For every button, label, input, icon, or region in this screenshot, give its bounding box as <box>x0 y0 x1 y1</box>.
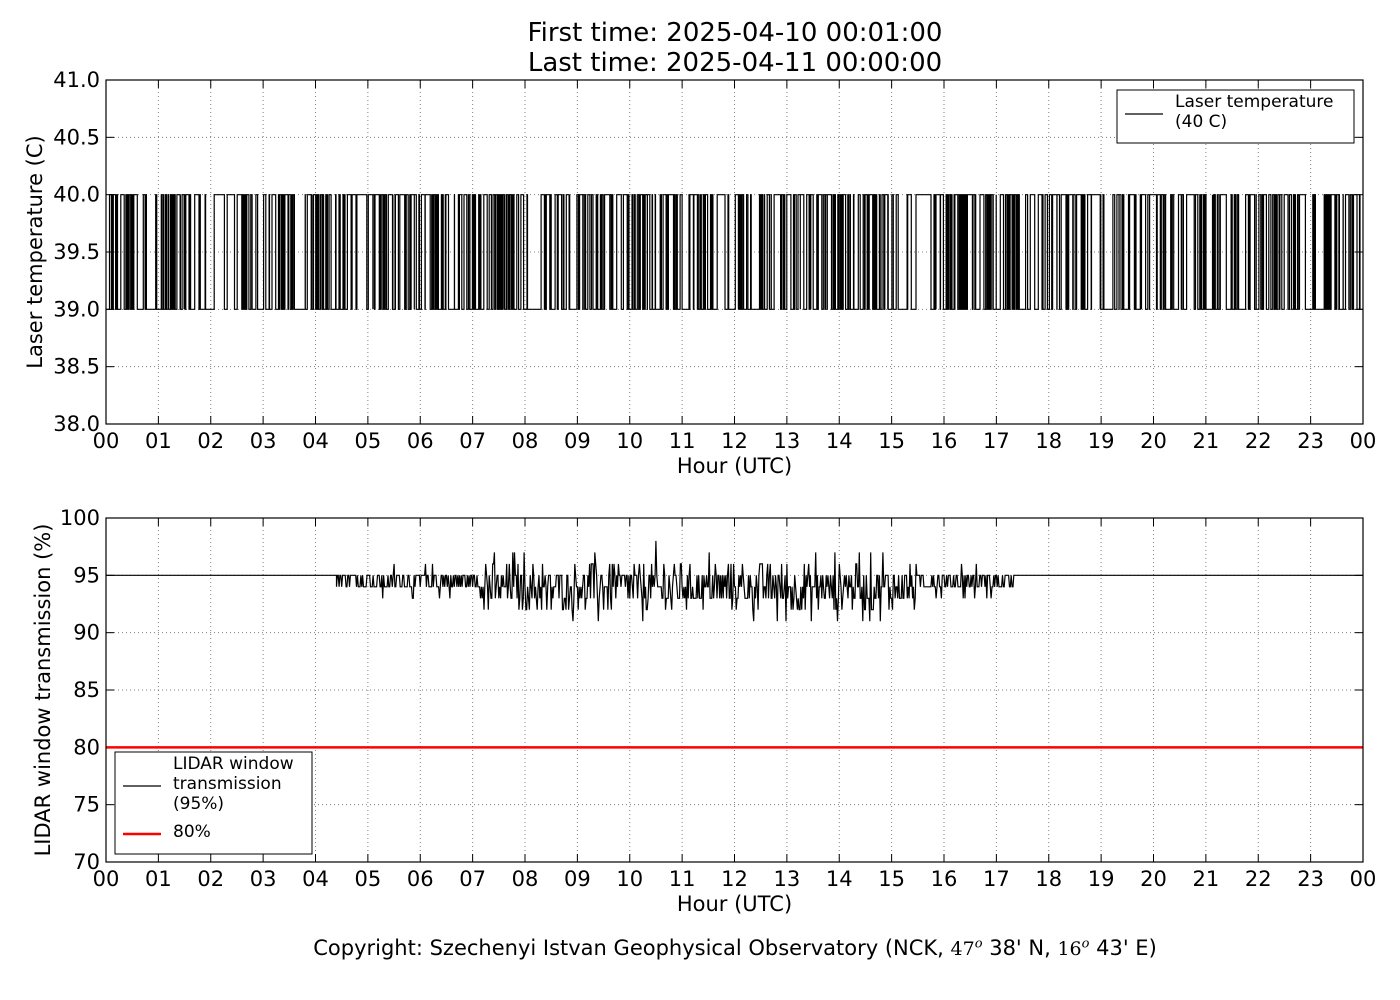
y-tick-label: 39.0 <box>53 297 100 321</box>
legend-label: LIDAR window <box>173 754 294 774</box>
x-axis-label: Hour (UTC) <box>677 892 792 916</box>
y-tick-label: 70 <box>73 850 100 874</box>
legend-label: (40 C) <box>1175 112 1227 132</box>
x-tick-label: 18 <box>1035 429 1062 453</box>
y-tick-label: 41.0 <box>53 68 100 92</box>
x-tick-label: 22 <box>1245 429 1272 453</box>
y-tick-label: 38.5 <box>53 355 100 379</box>
x-tick-label: 22 <box>1245 867 1272 891</box>
x-tick-label: 08 <box>512 429 539 453</box>
y-tick-label: 90 <box>73 621 100 645</box>
x-tick-label: 00 <box>1350 867 1377 891</box>
y-tick-label: 85 <box>73 678 100 702</box>
x-tick-label: 00 <box>93 867 120 891</box>
x-tick-label: 09 <box>564 429 591 453</box>
x-tick-label: 14 <box>826 867 853 891</box>
plot-frame <box>105 517 1364 863</box>
x-tick-label: 06 <box>407 867 434 891</box>
x-tick-label: 17 <box>983 429 1010 453</box>
legend-label: 80% <box>173 822 211 842</box>
x-tick-label: 21 <box>1193 429 1220 453</box>
y-axis-label: LIDAR window transmission (%) <box>31 524 55 857</box>
y-tick-label: 95 <box>73 563 100 587</box>
legend-laser: Laser temperature(40 C) <box>1116 89 1355 144</box>
x-tick-label: 10 <box>616 429 643 453</box>
x-tick-label: 14 <box>826 429 853 453</box>
x-tick-label: 11 <box>669 867 696 891</box>
chart-panel-1: 00 01 02 03 04 05 06 07 08 09 10 11 12 13 14 15 16 17 18 19… <box>23 68 1376 478</box>
x-tick-label: 12 <box>721 867 748 891</box>
x-tick-label: 08 <box>512 867 539 891</box>
x-tick-label: 17 <box>983 867 1010 891</box>
x-tick-label: 15 <box>878 429 905 453</box>
copyright-footer: Copyright: Szechenyi Istvan Geophysical … <box>313 936 1157 960</box>
x-tick-label: 13 <box>774 429 801 453</box>
x-tick-label: 16 <box>931 429 958 453</box>
y-tick-label: 38.0 <box>53 412 100 436</box>
x-tick-label: 03 <box>250 429 277 453</box>
x-tick-label: 05 <box>355 867 382 891</box>
x-tick-label: 06 <box>407 429 434 453</box>
x-tick-label: 15 <box>878 867 905 891</box>
x-tick-label: 07 <box>459 429 486 453</box>
x-tick-label: 20 <box>1140 429 1167 453</box>
first-time-title: First time: 2025-04-10 00:01:00 <box>527 18 943 48</box>
legend-box <box>114 751 313 855</box>
legend-box <box>1116 89 1355 144</box>
y-axis-label: Laser temperature (C) <box>23 135 47 368</box>
x-tick-label: 19 <box>1088 429 1115 453</box>
y-tick-label: 75 <box>73 793 100 817</box>
legend-label: (95%) <box>173 794 224 814</box>
x-tick-label: 05 <box>355 429 382 453</box>
x-tick-label: 21 <box>1193 867 1220 891</box>
y-tick-label: 40.5 <box>53 125 100 149</box>
y-tick-label: 80 <box>73 735 100 759</box>
x-tick-label: 04 <box>302 867 329 891</box>
chart-panel-2: 00 01 02 03 04 05 06 07 08 09 10 11 12 13 14 15 16 17 18 19… <box>31 506 1376 916</box>
y-tick-label: 39.5 <box>53 240 100 264</box>
x-tick-label: 23 <box>1297 867 1324 891</box>
x-tick-label: 18 <box>1035 867 1062 891</box>
x-tick-label: 04 <box>302 429 329 453</box>
latitude: 47o <box>950 936 983 960</box>
x-tick-label: 16 <box>931 867 958 891</box>
x-axis-label: Hour (UTC) <box>677 454 792 478</box>
x-tick-label: 13 <box>774 867 801 891</box>
y-tick-label: 100 <box>60 506 100 530</box>
x-tick-label: 10 <box>616 867 643 891</box>
last-time-title: Last time: 2025-04-11 00:00:00 <box>527 48 943 78</box>
x-tick-label: 02 <box>197 867 224 891</box>
copyright-prefix: Copyright: Szechenyi Istvan Geophysical … <box>313 936 951 960</box>
x-tick-label: 12 <box>721 429 748 453</box>
x-tick-label: 02 <box>197 429 224 453</box>
transmission-series <box>106 540 1363 622</box>
x-tick-label: 03 <box>250 867 277 891</box>
x-tick-label: 11 <box>669 429 696 453</box>
legend-label: transmission <box>173 774 282 794</box>
x-tick-label: 01 <box>145 867 172 891</box>
x-tick-label: 19 <box>1088 867 1115 891</box>
x-tick-label: 20 <box>1140 867 1167 891</box>
x-tick-label: 01 <box>145 429 172 453</box>
x-tick-label: 00 <box>1350 429 1377 453</box>
x-tick-label: 00 <box>93 429 120 453</box>
plot-frame <box>105 79 1364 425</box>
legend-label: Laser temperature <box>1175 92 1333 112</box>
y-tick-label: 40.0 <box>53 183 100 207</box>
laser-temperature-series <box>106 194 1363 310</box>
x-tick-label: 07 <box>459 867 486 891</box>
x-tick-label: 09 <box>564 867 591 891</box>
longitude: 16o <box>1057 936 1090 960</box>
x-tick-label: 23 <box>1297 429 1324 453</box>
